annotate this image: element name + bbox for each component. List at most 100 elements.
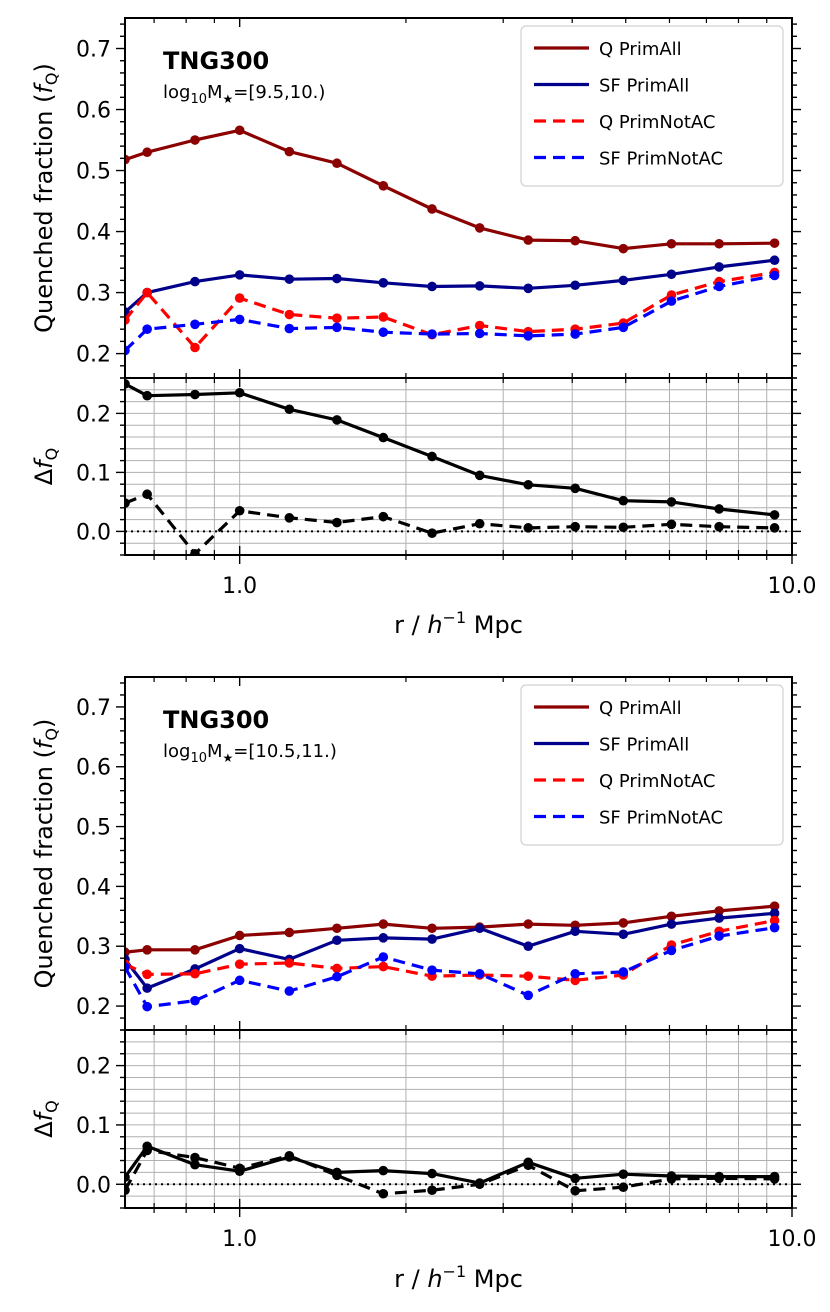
data-point [666,296,677,306]
y-tick-label: 0.0 [76,520,111,545]
data-point [125,962,130,972]
diff-point [618,1169,629,1179]
y-tick-label: 0.3 [76,935,111,960]
data-point [378,278,389,288]
data-point [332,971,342,982]
diff-point [234,505,245,516]
data-point [190,319,200,330]
data-point [474,223,485,233]
diff-point [142,1145,152,1156]
data-point [234,314,245,325]
legend: Q PrimAll SF PrimAll Q PrimNotAC SF PrimNot… [520,25,784,187]
diff-point [378,1188,389,1199]
data-point [234,125,245,136]
diff-point [142,489,152,500]
data-point [284,323,295,334]
diff-point [769,523,780,533]
data-point [474,328,485,339]
lower-y-axis-label: ΔfQ [30,448,61,485]
y-tick-label: 0.4 [76,875,111,900]
diff-point [769,1174,780,1184]
diff-point [523,479,534,490]
diff-point [332,1170,342,1181]
x-tick-label: 1.0 [222,574,257,599]
x-tick-label: 10.0 [768,1227,817,1252]
data-point [666,238,677,249]
data-point [190,968,200,979]
data-point [714,913,724,923]
diff-point [142,390,152,401]
diff-point [714,1173,724,1184]
y-tick-label: 0.5 [76,160,111,185]
diff-point [474,1179,485,1190]
y-tick-label: 0.5 [76,816,111,841]
diff-point [378,432,389,443]
diff-point [332,415,342,425]
data-point [714,931,724,941]
data-point [666,911,677,922]
mass-bin-label: log10M★=[9.5,10.) [163,82,325,107]
data-point [474,281,485,291]
diff-point [378,1165,389,1176]
data-point [378,952,389,962]
upper-y-axis-label: Quenched fraction (fQ) [30,719,61,989]
data-point [378,180,389,191]
y-tick-label: 0.2 [76,343,111,368]
panel-top: 0.2 0.3 0.4 0.5 0.6 0.7 Quenched fraction (fQ)… [30,17,816,639]
lower-plot-area [125,1141,780,1199]
diff-point [190,1152,200,1163]
data-point [570,975,580,986]
data-point [474,923,485,934]
y-tick-label: 0.2 [76,995,111,1020]
data-point [284,986,295,996]
legend-entry: Q PrimAll [599,698,682,719]
data-point [142,969,152,980]
data-point [769,922,780,933]
data-point [190,995,200,1006]
diff-point [427,528,437,538]
simulation-label: TNG300 [163,706,269,734]
data-point [570,280,580,291]
diff-point [666,1174,677,1184]
data-point [284,958,295,968]
data-point [523,919,534,929]
x-tick-label: 1.0 [222,1227,257,1252]
data-point [570,329,580,339]
data-point [666,269,677,280]
diff-point [769,510,780,520]
y-tick-label: 0.2 [76,402,111,427]
diff-point [618,1182,629,1193]
data-point [125,345,130,356]
data-point [284,309,295,320]
diff-point [666,519,677,530]
data-point [427,934,437,944]
upper-y-axis-label: Quenched fraction (fQ) [30,63,61,333]
data-point [666,919,677,929]
lower-grid [125,378,792,555]
lower-axes-frame [124,377,793,556]
diff-line-primnotac [125,1148,775,1196]
diff-point [284,513,295,523]
data-point [378,933,389,943]
data-point [427,965,437,975]
data-point [523,331,534,341]
legend: Q PrimAll SF PrimAll Q PrimNotAC SF PrimNot… [520,684,784,846]
data-point [618,322,629,333]
diff-point [125,1172,130,1182]
data-point [378,919,389,929]
mass-bin-label: log10M★=[10.5,11.) [163,741,337,766]
lower-axes-frame [124,1029,793,1209]
data-point [190,342,200,353]
series-line-q-primall [125,904,775,954]
data-point [332,313,342,324]
data-point [523,971,534,981]
data-point [474,968,485,979]
diff-point [332,517,342,528]
legend-entry: SF PrimAll [599,76,689,97]
y-tick-label: 0.2 [76,1055,111,1080]
panel-bottom: 0.2 0.3 0.4 0.5 0.6 0.7 Quenched fraction (fQ)… [30,676,817,1293]
data-point [714,238,724,249]
data-point [378,961,389,972]
lower-y-axis-label: ΔfQ [30,1100,61,1137]
